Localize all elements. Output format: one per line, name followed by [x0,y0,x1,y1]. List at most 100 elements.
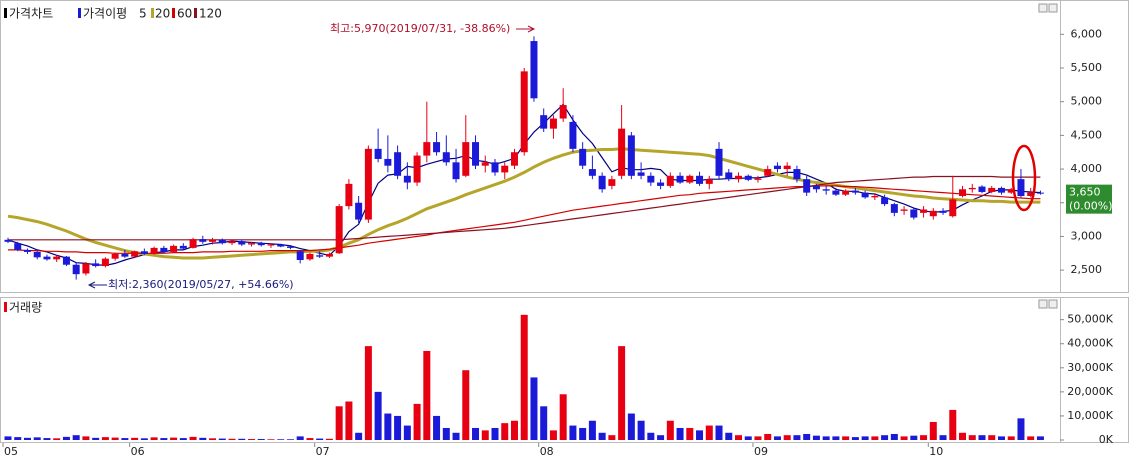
legend-label: 120 [199,7,222,21]
volume-bar [53,438,61,440]
candle-body [696,175,704,184]
candle-body [355,202,363,220]
volume-bar [423,350,431,440]
volume-bar [111,437,119,440]
volume-bar [296,436,304,440]
candle-body [968,187,976,190]
candle-body [345,183,353,207]
minimize-button[interactable] [1038,299,1048,309]
volume-bar [101,437,109,440]
candle-body [754,178,762,180]
minimize-button[interactable] [1038,3,1048,13]
volume-bar [433,415,441,440]
candle-body [676,175,684,183]
y-tick-label: 4,000 [1071,162,1103,175]
volume-bar [822,436,830,440]
volume-bar [997,436,1005,440]
volume-bar [696,430,704,440]
candle-body [559,105,567,119]
volume-bar [988,435,996,440]
candle-body [101,258,109,267]
volume-bar [199,437,207,440]
candle-body [452,162,460,180]
volume-bar [257,439,265,440]
volume-bar [666,420,674,440]
x-tick-label: 06 [131,445,145,458]
volume-bar [939,435,947,440]
volume-bar [608,435,616,440]
candle-body [413,155,421,183]
volume-bar [403,425,411,440]
maximize-button[interactable] [1048,3,1058,13]
y-tick-label: 0K [1099,433,1114,446]
volume-bar [121,438,129,440]
candle-body [725,172,733,180]
candle-body [491,162,499,173]
candle-body [666,175,674,186]
volume-bar [325,438,333,440]
candle-body [949,199,957,217]
volume-bar [803,433,811,440]
legend-label: 가격이평 [83,7,127,21]
volume-bar [267,439,275,440]
volume-bar [842,436,850,440]
volume-bar [189,436,197,440]
legend-marker [172,8,175,18]
volume-bar [218,438,226,440]
volume-bar [62,436,70,440]
candle-body [1036,192,1044,194]
candle-body [832,190,840,195]
candle-body [53,256,61,260]
candle-body [423,142,431,156]
volume-bar [82,436,90,440]
volume-bar [881,435,889,440]
candle-body [569,121,577,149]
volume-bar [832,436,840,440]
volume-bar [238,438,246,440]
candle-body [374,148,382,159]
candle-body [4,239,12,242]
candle-body [549,118,557,129]
candle-body [627,135,635,176]
last-price-change: (0.00%) [1069,200,1113,213]
candle-body [910,209,918,218]
high-annotation: 최고:5,970(2019/07/31, -38.86%) [330,22,510,35]
legend-label: 5 [139,7,147,21]
volume-bar [491,427,499,440]
y-tick-label: 50,000K [1067,313,1113,326]
candle-body [189,239,197,248]
volume-bar [33,437,41,440]
volume-bar [501,423,509,440]
candle-body [890,204,898,213]
candle-body [959,189,967,197]
volume-bar [959,432,967,440]
y-tick-label: 5,000 [1071,95,1103,108]
candle-body [851,190,859,193]
candle-body [764,169,772,176]
candle-body [744,175,752,180]
volume-bar [579,427,587,440]
candle-body [686,175,694,183]
candle-body [150,247,158,254]
volume-bar [316,438,324,440]
candle-body [238,241,246,245]
legend-marker [78,8,81,18]
volume-bar [871,436,879,440]
volume-bar [861,436,869,440]
candle-body [657,182,665,186]
maximize-button[interactable] [1048,299,1058,309]
legend-label: 20 [155,7,170,21]
volume-bar [968,435,976,440]
candle-body [520,71,528,153]
candle-body [23,249,31,252]
volume-bar [559,394,567,440]
candle-body [1017,179,1025,197]
candle-body [530,41,538,99]
volume-bar [23,437,31,440]
volume-bar [549,430,557,440]
candle-body [773,165,781,170]
volume-bar [890,433,898,440]
volume-bar [764,433,772,440]
candle-body [131,251,139,257]
candle-body [306,253,314,260]
